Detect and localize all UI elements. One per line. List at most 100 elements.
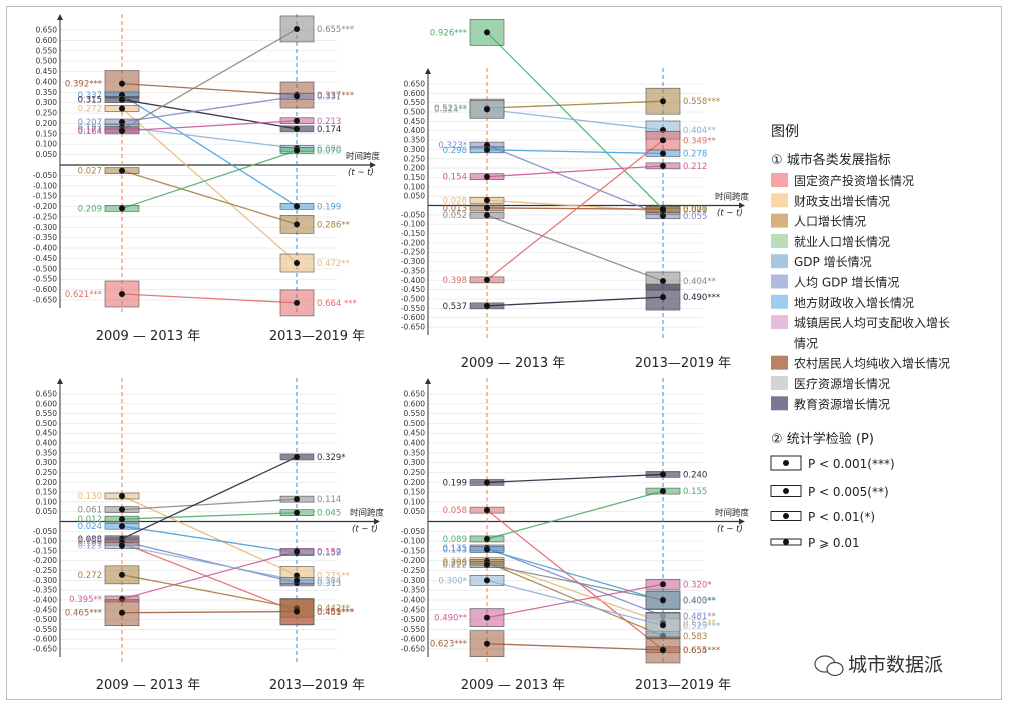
y-tick-label: 0.550	[36, 46, 58, 55]
series-line	[486, 561, 664, 637]
data-label: 0.323*	[438, 141, 467, 151]
data-label: 0.152	[317, 547, 341, 557]
data-point	[660, 581, 666, 588]
panel-4: 0.6500.6000.5500.5000.4500.4000.3500.300…	[401, 378, 750, 693]
pvalue-dot	[783, 460, 789, 466]
data-label: 0.442**	[317, 604, 350, 614]
y-tick-label: 0.350	[36, 88, 58, 97]
series-line	[121, 498, 298, 511]
data-label: 0.655***	[683, 646, 720, 656]
y-tick-label: 0.300	[404, 458, 426, 467]
y-tick-label: 0.600	[404, 89, 426, 98]
data-label: 0.461***	[317, 608, 354, 618]
data-point	[484, 479, 490, 486]
series-line	[121, 120, 298, 132]
data-label: 0.465***	[65, 609, 102, 619]
data-point	[119, 119, 125, 126]
series-line	[121, 495, 298, 577]
y-tick-label: -0.200	[33, 556, 57, 565]
data-label: 0.315	[78, 96, 102, 106]
data-label: 0.164	[78, 127, 102, 137]
y-tick-label: 0.250	[36, 109, 58, 118]
data-label: 0.403**	[683, 597, 716, 607]
y-tick-label: -0.400	[33, 595, 57, 604]
pvalue-label: P < 0.005(**)	[808, 485, 889, 499]
data-label: 0.404**	[683, 277, 716, 287]
data-point	[660, 162, 666, 169]
legend-section-1: ① 城市各类发展指标	[771, 152, 891, 168]
data-point	[660, 137, 666, 144]
y-tick-label: -0.300	[401, 257, 425, 266]
series-line	[486, 296, 664, 307]
data-label: 0.207	[78, 118, 102, 128]
data-point	[484, 577, 490, 584]
data-point	[660, 646, 666, 653]
data-point	[660, 98, 666, 105]
series-line	[486, 473, 664, 484]
period-label-1: 2009 — 2013 年	[461, 678, 566, 693]
y-tick-label: 0.450	[404, 117, 426, 126]
y-tick-label: -0.650	[33, 645, 57, 654]
y-tick-label: -0.350	[401, 266, 425, 275]
data-label: 0.135	[443, 544, 467, 554]
y-tick-label: 0.200	[404, 478, 426, 487]
y-tick-label: -0.600	[401, 313, 425, 322]
data-label: 0.300*	[438, 576, 467, 586]
series-line	[121, 550, 298, 600]
data-point	[119, 516, 125, 523]
y-tick-label: -0.300	[33, 576, 57, 585]
y-tick-label: 0.450	[404, 429, 426, 438]
y-tick-label: 0.050	[404, 192, 426, 201]
legend-item-label: 城镇居民人均可支配收入增长	[794, 316, 950, 330]
data-point	[294, 299, 300, 306]
y-tick-label: -0.150	[33, 192, 57, 201]
wechat-icon	[814, 655, 844, 677]
y-axis-arrow	[425, 378, 431, 384]
y-tick-label: 0.150	[404, 173, 426, 182]
y-tick-label: -0.650	[401, 645, 425, 654]
data-point	[119, 542, 125, 549]
data-label: 0.329*	[317, 453, 346, 463]
data-point	[484, 546, 490, 553]
data-label: 0.521**	[434, 104, 467, 114]
data-point	[119, 493, 125, 499]
data-label: 0.337***	[317, 91, 354, 101]
y-tick-label: 0.500	[404, 108, 426, 117]
data-label: 0.013	[443, 204, 467, 214]
y-tick-label: 0.200	[36, 119, 58, 128]
data-label: 0.209	[78, 204, 102, 214]
data-label: 0.028	[443, 196, 467, 206]
pvalue-label: P < 0.01(*)	[808, 510, 875, 524]
y-tick-label: -0.400	[401, 595, 425, 604]
data-point	[484, 276, 490, 283]
x-axis-arrow	[370, 162, 376, 168]
series-line	[486, 548, 664, 602]
y-tick-label: 0.550	[404, 98, 426, 107]
data-point	[294, 125, 300, 132]
data-label: 0.384	[317, 576, 341, 586]
period-label-1: 2009 — 2013 年	[96, 329, 201, 344]
y-tick-label: 0.350	[404, 448, 426, 457]
data-label: 0.490***	[683, 293, 720, 303]
series-line	[486, 564, 664, 601]
data-label: 0.623***	[430, 640, 467, 650]
x-axis-arrow	[739, 518, 745, 525]
x-axis-label: 时间跨度	[715, 192, 750, 203]
y-tick-label: -0.350	[33, 233, 57, 242]
y-tick-label: -0.500	[401, 615, 425, 624]
significance-box	[645, 87, 681, 115]
data-point	[484, 507, 490, 514]
series-line	[121, 95, 298, 123]
data-label: 0.313	[317, 579, 341, 589]
y-tick-label: -0.550	[401, 625, 425, 634]
data-label: 0.199	[443, 478, 467, 488]
y-tick-label: -0.150	[401, 546, 425, 555]
data-point	[294, 453, 300, 460]
legend-swatch	[771, 254, 788, 269]
x-axis-formula: (t ~ t)	[717, 525, 743, 535]
data-point	[660, 278, 666, 285]
series-line	[121, 28, 298, 131]
y-tick-label: 0.400	[36, 77, 58, 86]
y-tick-label: 0.500	[404, 419, 426, 428]
